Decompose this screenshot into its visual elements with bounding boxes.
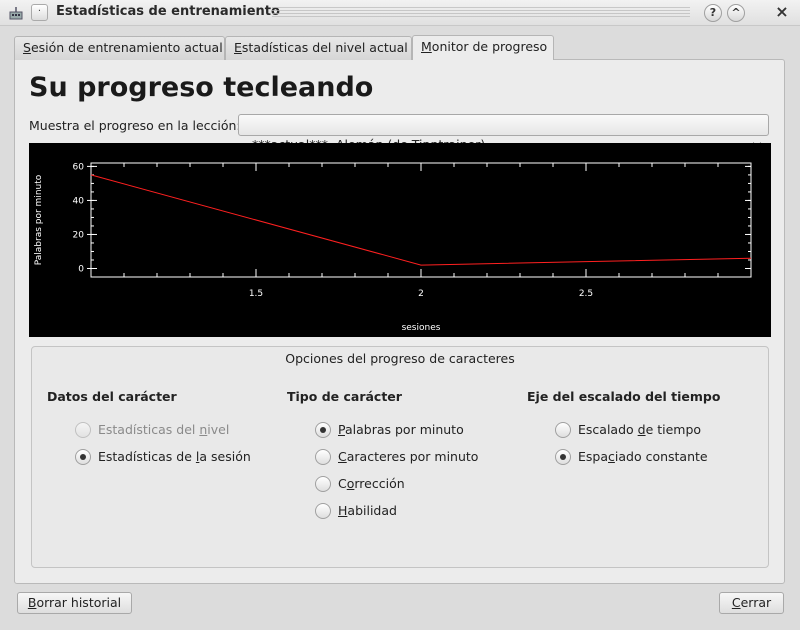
y-tick-label: 60 [73,162,85,172]
radio-correction[interactable] [315,476,331,492]
button-label-accel: C [731,595,741,610]
tab-label-accel: M [421,39,432,54]
radio-skill-label: Habilidad [338,502,397,520]
radio-label-post: abilidad [347,503,397,518]
radio-label-post: rrección [354,476,405,491]
tab-current-session[interactable]: Sesión de entrenamiento actual [14,36,225,60]
radio-correction-label: Corrección [338,475,405,493]
app-icon[interactable] [8,5,24,21]
radio-label-post: aracteres por minuto [346,449,479,464]
radio-constant-spacing-label: Espaciado constante [578,448,708,466]
radio-level-stats [75,422,91,438]
close-icon: × [775,2,789,21]
radio-label-pre: Estadísticas de [98,449,196,464]
radio-time-scaling[interactable] [555,422,571,438]
radio-skill[interactable] [315,503,331,519]
close-button[interactable]: Cerrar [719,592,784,614]
radio-label-accel: n [199,422,208,437]
shade-button[interactable]: ^ [727,4,745,22]
title-bar: · Estadísticas de entrenamiento ? ^ × [0,0,800,26]
radio-session-stats-label: Estadísticas de la sesión [98,448,251,466]
tab-label-post: stadísticas del nivel actual [241,40,408,55]
radio-label-accel: d [637,422,646,437]
y-tick-label: 40 [73,196,85,206]
button-label-post: orrar historial [36,595,122,610]
x-tick-label: 1.5 [249,289,263,299]
radio-constant-spacing[interactable] [555,449,571,465]
tab-label-post: esión de entrenamiento actual [30,40,223,55]
lesson-label: Muestra el progreso en la lección: [29,118,241,133]
radio-label-accel: l [195,449,200,464]
radio-label-post: iado constante [614,449,708,464]
radio-label-accel: C [338,449,347,464]
options-group [31,346,769,568]
tab-label-accel: E [234,40,242,55]
title-bar-grip [272,7,690,19]
tab-label-post: onitor de progreso [431,39,548,54]
radio-label-post: a sesión [199,449,251,464]
tab-label-accel: S [23,40,31,55]
progress-chart-svg: 0 20 40 60 1.5 2 2.5 Palabras por minuto sesione… [34,162,752,333]
clear-history-button[interactable]: Borrar historial [17,592,132,614]
radio-words-per-minute-label: Palabras por minuto [338,421,464,439]
close-window-button[interactable]: × [773,4,791,22]
radio-label-accel: o [346,476,355,491]
x-axis-label: sesiones [402,323,441,333]
radio-label-post: e tiempo [645,422,702,437]
lesson-select[interactable]: ***actual*** Alemán (de Tipptrainer) [238,114,769,152]
radio-label-post: alabras por minuto [344,422,464,437]
series-line [90,174,752,266]
column-title-char-type: Tipo de carácter [287,389,402,404]
y-axis-label: Palabras por minuto [34,174,44,265]
y-tick-label: 0 [78,264,84,274]
y-tick-label: 20 [73,230,85,240]
radio-words-per-minute[interactable] [315,422,331,438]
chevron-up-icon: ^ [731,6,741,19]
window-menu-button[interactable]: · [31,4,48,21]
radio-level-stats-label: Estadísticas del nivel [98,421,229,439]
column-title-time-axis: Eje del escalado del tiempo [527,389,721,404]
help-icon: ? [709,6,717,19]
radio-label-post: ivel [207,422,230,437]
progress-chart: 0 20 40 60 1.5 2 2.5 Palabras por minuto sesione… [29,143,771,337]
radio-label-pre: Escalado [578,422,638,437]
button-label-accel: B [27,595,37,610]
radio-label-pre: Estadísticas del [98,422,200,437]
radio-label-accel: P [338,422,345,437]
help-button[interactable]: ? [704,4,722,22]
column-title-char-data: Datos del carácter [47,389,177,404]
radio-chars-per-minute-label: Caracteres por minuto [338,448,478,466]
button-label-post: errar [740,595,772,610]
page-heading: Su progreso tecleando [29,72,374,103]
window-title: Estadísticas de entrenamiento [56,4,280,19]
radio-label-pre: C [338,476,347,491]
radio-label-pre: Espa [578,449,609,464]
tab-level-stats[interactable]: Estadísticas del nivel actual [225,36,412,60]
radio-label-accel: c [608,449,615,464]
window-menu-icon: · [37,6,42,17]
x-tick-label: 2 [418,289,424,299]
x-tick-label: 2.5 [579,289,593,299]
radio-time-scaling-label: Escalado de tiempo [578,421,701,439]
radio-chars-per-minute[interactable] [315,449,331,465]
radio-label-accel: H [338,503,348,518]
tab-progress-monitor[interactable]: Monitor de progreso [412,35,554,60]
radio-session-stats[interactable] [75,449,91,465]
options-group-title: Opciones del progreso de caracteres [285,351,515,366]
